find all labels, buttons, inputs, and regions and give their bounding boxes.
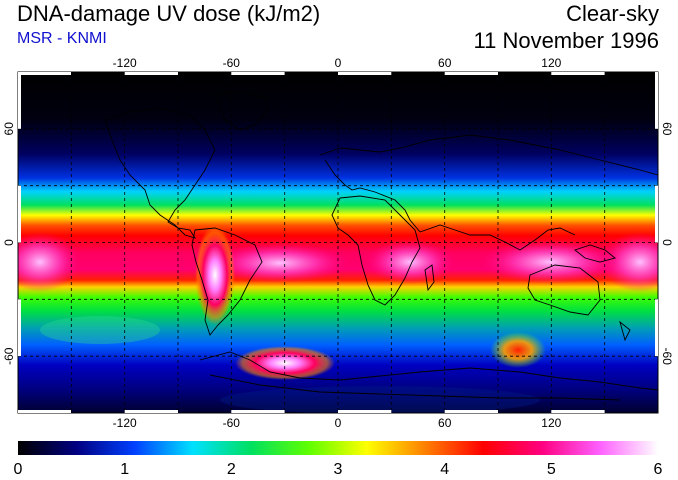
colorbar-label: 5 [547,461,556,478]
colorbar [18,441,658,455]
lon-label-bottom: -60 [223,416,241,430]
lon-label-bottom: -120 [113,416,137,430]
lon-label-bottom: 0 [335,416,342,430]
lon-label-bottom: 60 [438,416,452,430]
lon-label-bottom: 120 [541,416,561,430]
lat-label-right: -60 [660,348,674,366]
map-source: MSR - KNMI [17,30,107,47]
lon-label-top: -60 [223,56,241,70]
colorbar-label: 0 [14,461,23,478]
sky-condition: Clear-sky [566,1,659,26]
colorbar-label: 3 [334,461,343,478]
lon-label-top: 120 [541,56,561,70]
colorbar-labels: 0 1 2 3 4 5 6 [14,461,663,478]
colorbar-label: 2 [227,461,236,478]
colorbar-label: 1 [120,461,129,478]
lon-labels-top: -120 -60 0 60 120 [113,56,562,70]
lon-labels-bottom: -120 -60 0 60 120 [113,416,562,430]
uv-dose-field [18,72,658,413]
colorbar-label: 4 [440,461,449,478]
lat-label-left: 0 [2,239,16,246]
map-date: 11 November 1996 [473,28,660,53]
map-title: DNA-damage UV dose (kJ/m2) [17,1,321,26]
lon-label-top: 60 [438,56,452,70]
lat-labels-right: 60 0 -60 [660,122,674,365]
lat-label-right: 0 [660,239,674,246]
map-border [17,71,659,414]
coastlines [104,91,658,401]
lon-label-top: -120 [113,56,137,70]
lon-label-top: 0 [335,56,342,70]
colorbar-label: 6 [654,461,663,478]
lat-label-right: 60 [660,122,674,136]
lat-labels-left: 60 0 -60 [2,122,16,365]
lat-label-left: 60 [2,122,16,136]
graticule [18,72,658,413]
lat-label-left: -60 [2,347,16,365]
